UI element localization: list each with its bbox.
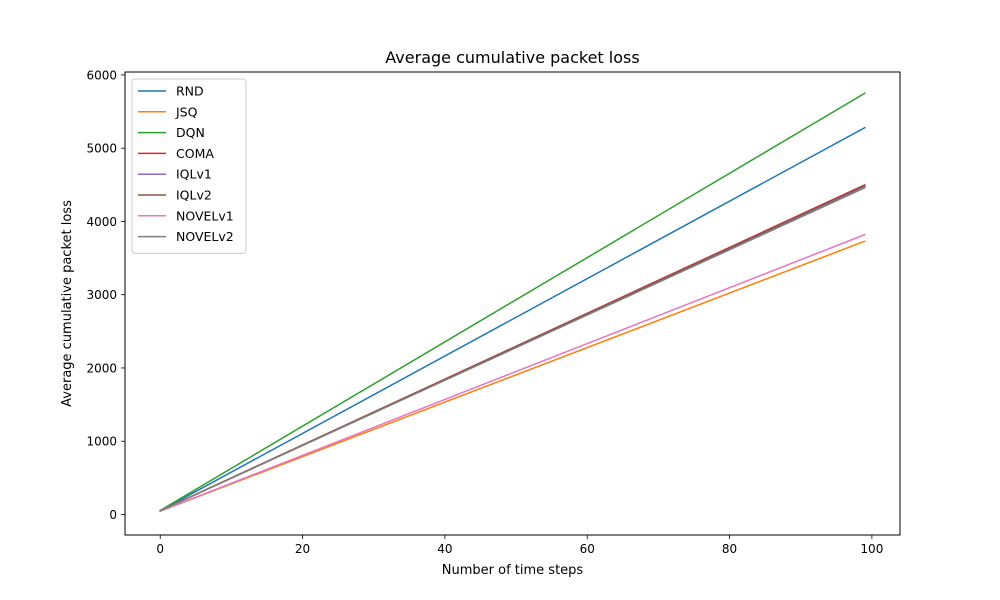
y-axis-label: Average cumulative packet loss: [60, 200, 75, 407]
y-tick-label: 1000: [86, 435, 117, 449]
legend-label-novelv1: NOVELv1: [176, 208, 234, 223]
y-tick-label: 4000: [86, 215, 117, 229]
x-axis-label: Number of time steps: [442, 563, 584, 578]
legend-label-novelv2: NOVELv2: [176, 229, 234, 244]
legend-label-jsq: JSQ: [175, 104, 198, 119]
y-tick-label: 6000: [86, 68, 117, 82]
legend: RND JSQ DQN COMA IQLv1 IQLv2 NOVELv1 NOVELv2: [131, 78, 247, 254]
x-tick-label: 20: [295, 542, 310, 556]
x-tick-label: 40: [437, 542, 452, 556]
y-axis: 0 1000 2000 3000 4000 5000 6000: [86, 68, 125, 522]
series-line-jsq: [159, 240, 866, 513]
series-line-dqn: [159, 92, 866, 512]
y-tick-label: 3000: [86, 288, 117, 302]
series-layer: [159, 92, 866, 513]
y-tick-label: 5000: [86, 142, 117, 156]
chart-title: Average cumulative packet loss: [385, 48, 639, 67]
series-line-novelv1: [159, 233, 866, 513]
legend-label-coma: COMA: [176, 146, 214, 161]
plot-frame: [124, 71, 901, 536]
series-line-novelv2: [159, 186, 866, 512]
x-tick-label: 60: [580, 542, 595, 556]
x-tick-label: 0: [156, 542, 164, 556]
y-tick-label: 2000: [86, 361, 117, 375]
series-line-rnd: [159, 126, 866, 512]
x-tick-label: 80: [722, 542, 737, 556]
x-tick-label: 100: [860, 542, 883, 556]
legend-box: [131, 78, 247, 254]
legend-label-iqlv1: IQLv1: [176, 167, 212, 182]
y-tick-label: 0: [109, 508, 117, 522]
legend-label-dqn: DQN: [176, 125, 205, 140]
legend-label-iqlv2: IQLv2: [176, 188, 212, 203]
x-axis: 0 20 40 60 80 100: [156, 535, 883, 556]
legend-label-rnd: RND: [176, 84, 204, 99]
